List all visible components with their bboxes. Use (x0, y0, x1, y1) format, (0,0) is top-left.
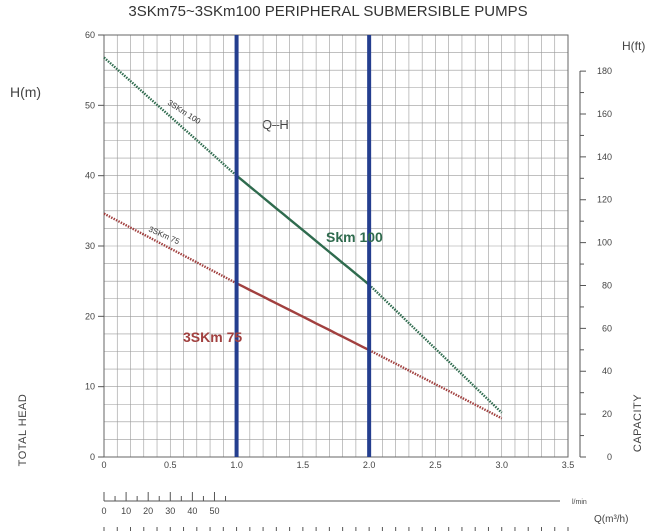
x-tick-label: 3.0 (495, 460, 508, 470)
y-tick-label: 60 (85, 30, 95, 40)
lmin-tick-label: 20 (143, 506, 153, 516)
ft-tick-label: 120 (597, 195, 612, 205)
curve-label-3skm-75: 3SKm 75 (147, 225, 181, 247)
lmin-tick-label: 50 (209, 506, 219, 516)
lmin-tick-label: 40 (187, 506, 197, 516)
lmin-unit-label: l/min (572, 499, 587, 506)
ft-tick-label: 40 (602, 366, 612, 376)
series-label-3skm-75: 3SKm 75 (183, 329, 242, 345)
lmin-tick-label: 0 (101, 506, 106, 516)
ft-tick-label: 100 (597, 238, 612, 248)
ft-tick-label: 0 (607, 452, 612, 462)
y-tick-label: 20 (85, 311, 95, 321)
y-tick-label: 0 (90, 452, 95, 462)
series-line-3skm-75-solid (236, 282, 370, 352)
x-tick-label: 1.5 (297, 460, 310, 470)
y-tick-label: 30 (85, 241, 95, 251)
ft-tick-label: 20 (602, 409, 612, 419)
lmin-tick-label: 30 (165, 506, 175, 516)
y-tick-label: 50 (85, 100, 95, 110)
chart-title: 3SKm75~3SKm100 PERIPHERAL SUBMERSIBLE PU… (128, 3, 527, 20)
y-axis-label-left: H(m) (10, 84, 41, 100)
y-tick-label: 10 (85, 382, 95, 392)
x-tick-label: 0.5 (164, 460, 177, 470)
y-tick-label: 40 (85, 171, 95, 181)
total-head-label: TOTAL HEAD (17, 394, 29, 467)
ft-tick-label: 140 (597, 152, 612, 162)
ft-tick-label: 180 (597, 66, 612, 76)
x-tick-label: 0 (101, 460, 106, 470)
lmin-tick-label: 10 (121, 506, 131, 516)
x-tick-label: 1.0 (230, 460, 243, 470)
x-tick-label: 2.0 (363, 460, 376, 470)
ft-tick-label: 60 (602, 323, 612, 333)
series-line-3skm-75-left (103, 212, 238, 285)
qh-annotation: Q–H (262, 117, 289, 132)
ft-tick-label: 160 (597, 109, 612, 119)
x-axis-label: Q(m³/h) (594, 514, 628, 525)
series-line-skm-100-solid (235, 174, 370, 286)
series-label-skm-100: Skm 100 (326, 229, 383, 245)
ft-tick-label: 80 (602, 280, 612, 290)
capacity-label: CAPACITY (632, 394, 644, 452)
series-line-3skm-75-right (368, 349, 503, 420)
series-line-skm-100-right (368, 283, 503, 414)
x-tick-label: 3.5 (562, 460, 575, 470)
x-tick-label: 2.5 (429, 460, 442, 470)
y-axis-label-right: H(ft) (622, 39, 645, 53)
